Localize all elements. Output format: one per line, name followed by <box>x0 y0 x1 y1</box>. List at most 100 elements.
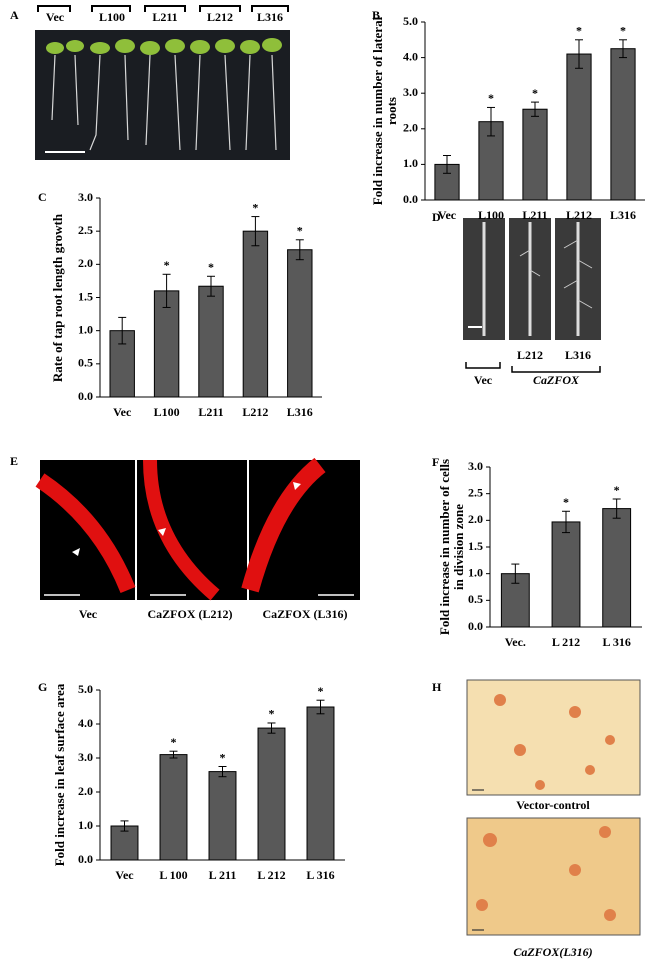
y-tick-label: 2.0 <box>78 784 93 798</box>
y-tick-label: 3.0 <box>403 85 418 99</box>
x-tick-label: Vec. <box>505 635 526 649</box>
bar <box>198 285 224 398</box>
x-tick-label: L212 <box>566 208 592 222</box>
significance-mark: * <box>164 258 170 272</box>
x-tick-label: L100 <box>478 208 504 222</box>
x-tick-label: L211 <box>198 405 223 419</box>
group-label: Vec <box>46 10 65 24</box>
x-tick-label: Vec <box>115 868 134 882</box>
x-tick-label: Vec <box>438 208 457 222</box>
bar <box>257 727 286 861</box>
bar <box>566 53 592 201</box>
y-tick-label: 3.0 <box>468 459 483 473</box>
root-signal <box>143 459 220 601</box>
bar <box>306 706 335 861</box>
significance-mark: * <box>488 91 494 105</box>
y-tick-label: 1.0 <box>78 322 93 336</box>
significance-mark: * <box>220 750 226 764</box>
panel-label: H <box>432 680 442 694</box>
x-tick-label: L211 <box>522 208 547 222</box>
x-tick-label: Vec <box>113 405 132 419</box>
line-label: L212 <box>517 348 543 362</box>
y-tick-label: 0.0 <box>78 389 93 403</box>
y-tick-label: 2.5 <box>78 223 93 237</box>
group-label: L100 <box>99 10 125 24</box>
y-tick-label: 3.0 <box>78 750 93 764</box>
significance-mark: * <box>269 707 275 721</box>
significance-mark: * <box>208 260 214 274</box>
group-label: L211 <box>152 10 177 24</box>
y-tick-label: 0.5 <box>468 592 483 606</box>
seedling-roots <box>51 54 277 151</box>
y-tick-label: 5.0 <box>403 14 418 28</box>
x-tick-label: L 212 <box>257 868 285 882</box>
seedling-leaves <box>46 38 282 55</box>
x-tick-label: L 100 <box>159 868 187 882</box>
y-tick-label: 2.0 <box>403 121 418 135</box>
panel-label: G <box>38 680 47 694</box>
line-label: L316 <box>565 348 591 362</box>
y-tick-label: 5.0 <box>78 682 93 696</box>
group-brackets <box>465 362 601 373</box>
panel-label: F <box>432 455 439 469</box>
image-caption: Vector-control <box>516 798 590 812</box>
panel-label: D <box>432 210 441 224</box>
bar <box>610 48 636 201</box>
bar <box>159 754 188 861</box>
bar <box>208 771 237 861</box>
significance-mark: * <box>252 200 258 214</box>
root-trace <box>482 222 580 336</box>
x-tick-label: L 316 <box>306 868 334 882</box>
significance-mark: * <box>297 224 303 238</box>
x-tick-label: L 211 <box>209 868 237 882</box>
bar <box>551 521 581 628</box>
y-tick-label: 4.0 <box>403 49 418 63</box>
bar <box>602 508 632 628</box>
image-caption: CaZFOX (L316) <box>263 607 348 621</box>
y-axis-label: Fold increase in number of cells in divi… <box>437 458 466 636</box>
panel-label: E <box>10 454 18 468</box>
significance-mark: * <box>532 86 538 100</box>
y-tick-label: 4.0 <box>78 716 93 730</box>
y-tick-label: 2.0 <box>78 256 93 270</box>
x-tick-label: L212 <box>242 405 268 419</box>
scale-bars <box>472 789 484 931</box>
panel-label: B <box>372 8 380 22</box>
y-tick-label: 0.0 <box>403 192 418 206</box>
group-label: L316 <box>257 10 283 24</box>
y-tick-label: 0.0 <box>78 852 93 866</box>
bar <box>110 825 139 861</box>
y-tick-label: 3.0 <box>78 190 93 204</box>
root-signal <box>241 457 326 593</box>
x-tick-label: L100 <box>154 405 180 419</box>
image-caption: CaZFOX(L316) <box>513 945 592 959</box>
group-brackets <box>37 5 289 12</box>
image-caption: CaZFOX (L212) <box>148 607 233 621</box>
significance-mark: * <box>576 24 582 38</box>
y-tick-label: 1.5 <box>468 539 483 553</box>
arrowheads <box>72 482 301 556</box>
y-axis-label: Rate of tap root length growth <box>50 213 65 382</box>
y-tick-label: 0.5 <box>78 356 93 370</box>
x-tick-label: L316 <box>610 208 636 222</box>
root-signal <box>35 473 136 593</box>
image-caption: Vec <box>79 607 98 621</box>
y-axis-label: Fold increase in leaf surface area <box>52 683 67 867</box>
y-tick-label: 1.5 <box>78 289 93 303</box>
y-tick-label: 1.0 <box>403 156 418 170</box>
significance-mark: * <box>318 684 324 698</box>
y-tick-label: 0.0 <box>468 619 483 633</box>
significance-mark: * <box>620 24 626 38</box>
significance-mark: * <box>171 735 177 749</box>
y-axis-label: Fold increase in number of lateral roots <box>370 16 399 206</box>
y-tick-label: 1.0 <box>468 565 483 579</box>
bar <box>287 249 313 398</box>
x-tick-label: L 316 <box>602 635 630 649</box>
y-tick-label: 2.5 <box>468 485 483 499</box>
significance-mark: * <box>614 483 620 497</box>
bar <box>522 108 548 201</box>
y-tick-label: 1.0 <box>78 818 93 832</box>
x-tick-label: L316 <box>287 405 313 419</box>
